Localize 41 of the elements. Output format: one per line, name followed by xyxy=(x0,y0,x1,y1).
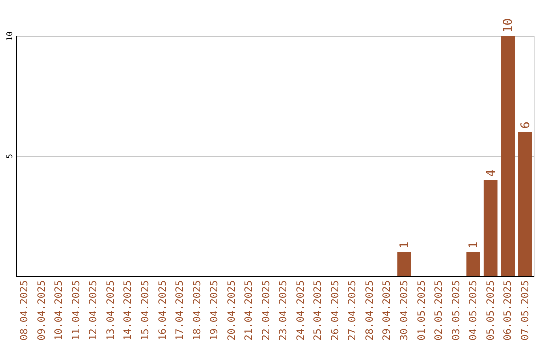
x-tick-label: 19.04.2025 xyxy=(210,280,221,340)
x-tick-label: 08.04.2025 xyxy=(20,280,31,340)
x-tick-label: 18.04.2025 xyxy=(192,280,204,340)
x-tick-label: 26.04.2025 xyxy=(330,280,342,340)
x-tick-label: 28.04.2025 xyxy=(364,280,376,340)
bar xyxy=(466,252,480,276)
x-tick-label: 12.04.2025 xyxy=(88,280,100,340)
x-tick-label: 24.04.2025 xyxy=(296,280,307,340)
x-tick-label: 14.04.2025 xyxy=(123,280,134,340)
y-tick-label: 5 xyxy=(6,154,14,159)
x-tick-label: 22.04.2025 xyxy=(261,280,272,340)
x-tick-label: 15.04.2025 xyxy=(140,280,152,340)
x-tick-label: 03.05.2025 xyxy=(451,280,462,340)
data-label: 10 xyxy=(501,18,516,33)
data-label: 6 xyxy=(518,122,532,129)
x-tick-label: 27.04.2025 xyxy=(348,280,359,340)
bar xyxy=(501,36,516,276)
x-tick-label: 13.04.2025 xyxy=(106,280,117,340)
bar xyxy=(484,180,498,276)
x-tick-label: 11.04.2025 xyxy=(71,280,82,340)
data-label: 4 xyxy=(484,170,498,177)
x-tick-label: 05.05.2025 xyxy=(486,280,497,340)
x-tick-label: 25.04.2025 xyxy=(313,280,324,340)
x-tick-label: 02.05.2025 xyxy=(434,280,446,340)
x-tick-label: 30.04.2025 xyxy=(400,280,410,340)
x-tick-label: 23.04.2025 xyxy=(278,280,290,340)
bar xyxy=(398,252,412,276)
data-label: 1 xyxy=(398,242,412,249)
data-label: 1 xyxy=(466,242,481,249)
x-tick-label: 04.05.2025 xyxy=(468,280,480,340)
x-tick-label: 06.05.2025 xyxy=(503,280,514,340)
bar xyxy=(518,132,532,276)
x-tick-label: 09.04.2025 xyxy=(36,280,48,340)
x-tick-label: 07.05.2025 xyxy=(520,280,532,340)
x-tick-label: 10.04.2025 xyxy=(54,280,66,340)
x-tick-label: 29.04.2025 xyxy=(382,280,394,340)
x-tick-label: 01.05.2025 xyxy=(416,280,428,340)
x-tick-label: 16.04.2025 xyxy=(158,280,169,340)
x-tick-label: 17.04.2025 xyxy=(175,280,186,340)
x-tick-label: 21.04.2025 xyxy=(244,280,256,340)
x-tick-label: 20.04.2025 xyxy=(226,280,238,340)
